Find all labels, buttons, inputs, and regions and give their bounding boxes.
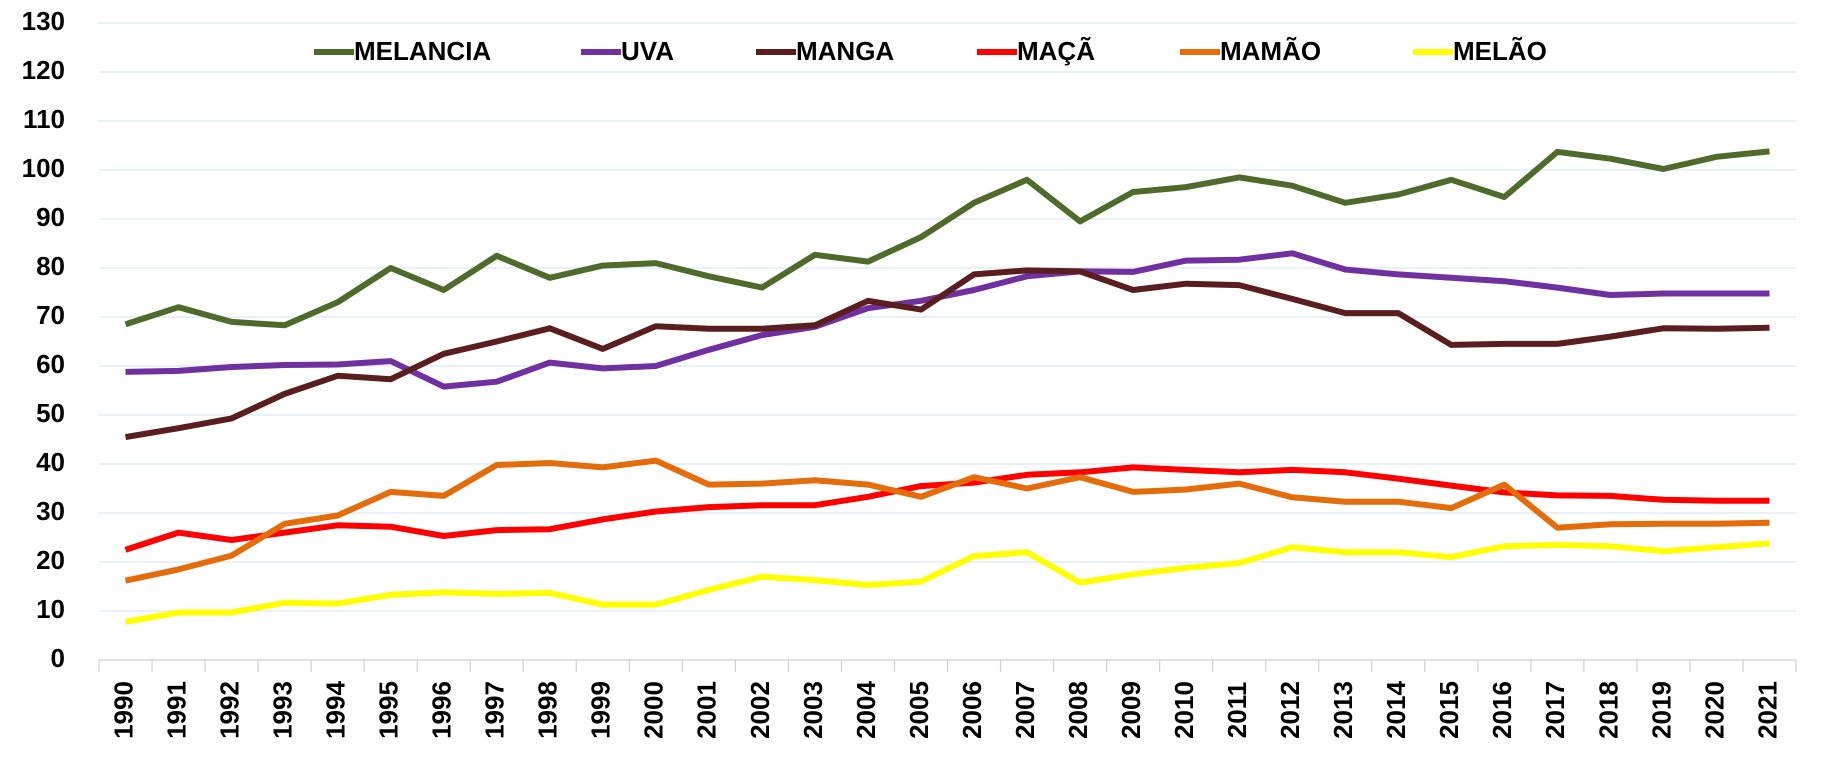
- x-tick-label: 2008: [1063, 681, 1093, 739]
- x-tick-label: 2014: [1381, 681, 1411, 739]
- x-tick-label: 1996: [427, 681, 457, 739]
- x-tick-label: 2009: [1116, 681, 1146, 739]
- x-tick-label: 1997: [480, 681, 510, 739]
- x-tick-label: 2004: [851, 681, 881, 739]
- x-tick-label: 2017: [1540, 681, 1570, 739]
- y-tick-label: 10: [36, 594, 65, 624]
- line-series: [125, 250, 1770, 390]
- y-tick-label: 110: [23, 104, 65, 134]
- y-tick-label: 60: [36, 349, 65, 379]
- x-tick-label: 2001: [692, 681, 722, 739]
- x-tick-label: 1995: [374, 681, 404, 739]
- x-tick-label: 2002: [745, 681, 775, 739]
- x-tick-label: 2020: [1699, 681, 1729, 739]
- line-series: [124, 148, 1770, 329]
- x-tick-label: 2018: [1593, 681, 1623, 739]
- line-series: [124, 540, 1770, 625]
- y-tick-label: 100: [22, 153, 65, 183]
- legend-label: MAMÃO: [1220, 36, 1321, 66]
- x-tick-label: 2000: [639, 681, 669, 739]
- x-tick-label: 2013: [1328, 681, 1358, 739]
- y-tick-label: 130: [22, 6, 65, 36]
- x-tick-label: 2011: [1222, 682, 1252, 738]
- y-tick-label: 70: [36, 300, 65, 330]
- y-tick-label: 50: [36, 398, 65, 428]
- legend-label: MELANCIA: [354, 36, 491, 66]
- x-tick-label: 1993: [267, 681, 297, 739]
- y-tick-label: 0: [51, 643, 65, 673]
- x-tick-label: 2005: [904, 681, 934, 739]
- x-tick-label: 2007: [1010, 681, 1040, 739]
- y-tick-label: 30: [36, 496, 65, 526]
- line-series: [124, 464, 1770, 553]
- x-tick-label: 2003: [798, 681, 828, 739]
- x-tick-label: 1998: [533, 681, 563, 739]
- x-tick-label: 2006: [957, 681, 987, 739]
- x-tick-label: 1992: [214, 681, 244, 739]
- x-tick-label: 2012: [1275, 681, 1305, 739]
- x-tick-label: 2015: [1434, 681, 1464, 739]
- x-tick-label: 1999: [586, 681, 616, 739]
- legend-label: UVA: [621, 36, 674, 66]
- x-tick-label: 1991: [161, 681, 191, 739]
- y-tick-label: 90: [36, 202, 65, 232]
- x-tick-label: 1990: [108, 681, 138, 739]
- y-tick-label: 20: [36, 545, 65, 575]
- legend-label: MELÃO: [1453, 36, 1547, 66]
- line-series: [124, 457, 1770, 584]
- legend-label: MANGA: [796, 36, 894, 66]
- y-tick-label: 80: [36, 251, 65, 281]
- legend-label: MAÇÃ: [1017, 36, 1095, 66]
- x-tick-label: 2010: [1169, 681, 1199, 739]
- x-tick-label: 2016: [1487, 681, 1517, 739]
- line-series: [125, 267, 1770, 441]
- y-tick-label: 120: [22, 55, 65, 85]
- x-tick-label: 2019: [1646, 681, 1676, 739]
- x-tick-label: 1994: [321, 681, 351, 739]
- x-tick-label: 2021: [1752, 681, 1782, 739]
- y-tick-label: 40: [36, 447, 65, 477]
